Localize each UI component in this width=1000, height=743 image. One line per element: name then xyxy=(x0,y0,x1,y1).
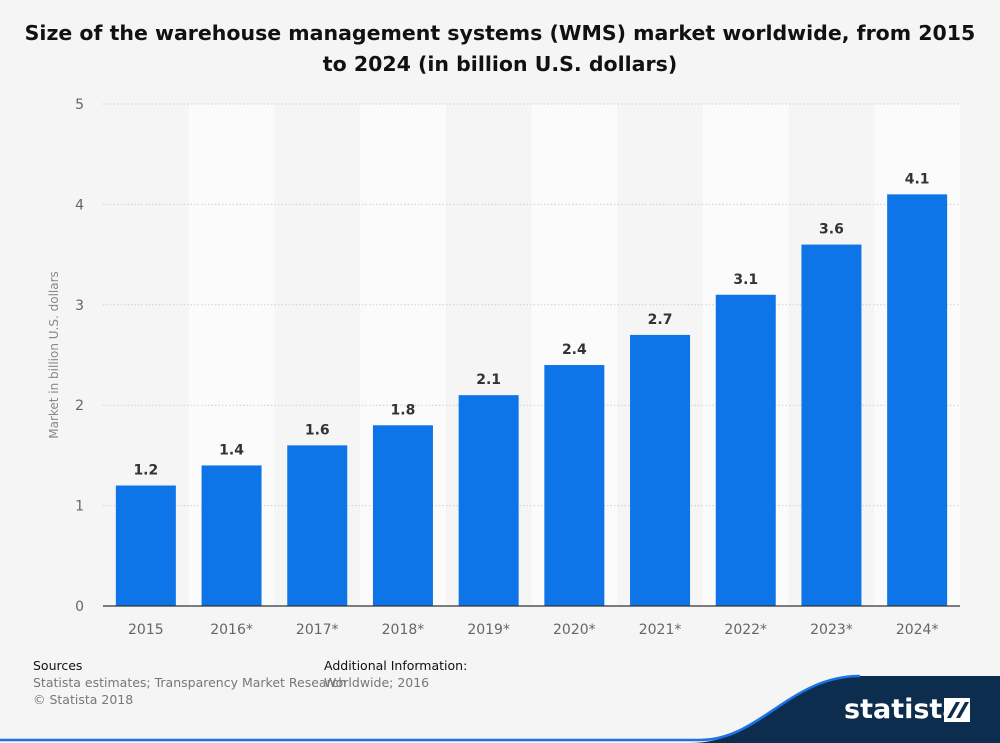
y-tick-label: 4 xyxy=(75,197,84,213)
x-tick-label: 2021* xyxy=(639,622,682,638)
bar[interactable] xyxy=(115,485,176,606)
sources-text[interactable]: Statista estimates; Transparency Market … xyxy=(33,675,347,690)
bar-chart: 0 1 2 3 4 5 Market in billion U.S. dollars 1.… xyxy=(47,97,960,638)
value-label: 1.2 xyxy=(133,463,158,479)
bar[interactable] xyxy=(201,465,262,606)
value-label: 1.4 xyxy=(219,442,244,458)
bar[interactable] xyxy=(287,445,348,606)
y-tick-label: 3 xyxy=(75,298,84,314)
y-axis-ticks: 0 1 2 3 4 5 xyxy=(75,97,84,615)
x-tick-label: 2017* xyxy=(296,622,339,638)
bars xyxy=(115,194,948,607)
value-label: 1.6 xyxy=(305,422,330,438)
x-tick-label: 2022* xyxy=(724,622,767,638)
value-labels: 1.2 1.4 1.6 1.8 2.1 2.4 2.7 3.1 3.6 4.1 xyxy=(133,171,929,478)
sources-section: Sources Statista estimates; Transparency… xyxy=(33,657,346,708)
value-label: 4.1 xyxy=(905,171,930,187)
sources-heading: Sources xyxy=(33,658,83,673)
x-tick-label: 2024* xyxy=(896,622,939,638)
statista-logo[interactable]: statista xyxy=(844,694,961,725)
bar[interactable] xyxy=(801,244,862,606)
bar[interactable] xyxy=(544,365,605,606)
additional-info-section: Additional Information: Worldwide; 2016 xyxy=(324,657,467,691)
value-label: 3.1 xyxy=(733,272,758,288)
y-tick-label: 5 xyxy=(75,97,84,113)
bar[interactable] xyxy=(630,334,691,606)
y-tick-label: 2 xyxy=(75,398,84,414)
x-axis-ticks: 2015 2016* 2017* 2018* 2019* 2020* 2021* 2022* 2… xyxy=(128,622,938,638)
bar[interactable] xyxy=(372,425,433,606)
bar[interactable] xyxy=(458,395,519,606)
value-label: 2.4 xyxy=(562,342,587,358)
additional-info-heading: Additional Information: xyxy=(324,658,468,673)
value-label: 2.7 xyxy=(648,312,673,328)
value-label: 3.6 xyxy=(819,222,844,238)
x-tick-label: 2015 xyxy=(128,622,164,638)
bar[interactable] xyxy=(715,294,776,606)
value-label: 1.8 xyxy=(391,402,416,418)
statista-mark-icon xyxy=(944,698,970,722)
x-tick-label: 2016* xyxy=(210,622,253,638)
x-tick-label: 2023* xyxy=(810,622,853,638)
y-tick-label: 1 xyxy=(75,499,84,515)
bar[interactable] xyxy=(887,194,948,607)
x-tick-label: 2018* xyxy=(382,622,425,638)
y-tick-label: 0 xyxy=(75,599,84,615)
additional-info-text: Worldwide; 2016 xyxy=(324,675,430,690)
value-label: 2.1 xyxy=(476,372,501,388)
y-axis-label: Market in billion U.S. dollars xyxy=(47,271,61,439)
x-tick-label: 2020* xyxy=(553,622,596,638)
chart-title: Size of the warehouse management systems… xyxy=(24,21,976,76)
x-tick-label: 2019* xyxy=(467,622,510,638)
copyright-text: © Statista 2018 xyxy=(33,692,134,707)
